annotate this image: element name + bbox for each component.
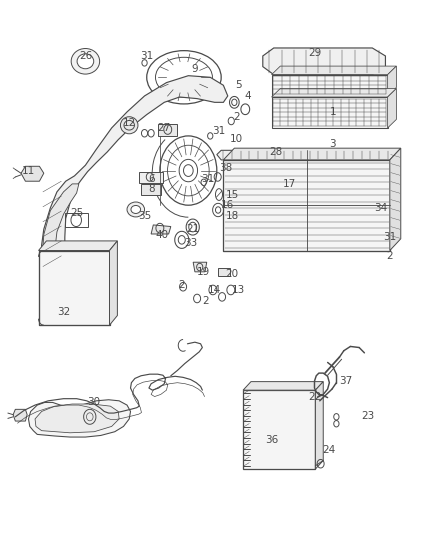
Text: 8: 8 <box>148 184 155 194</box>
Text: 23: 23 <box>361 411 374 421</box>
Text: 16: 16 <box>221 200 234 210</box>
Polygon shape <box>272 97 388 128</box>
Polygon shape <box>315 382 323 469</box>
Text: 34: 34 <box>374 203 388 213</box>
Text: 2: 2 <box>178 280 185 290</box>
Text: 15: 15 <box>226 190 239 199</box>
Ellipse shape <box>77 54 94 69</box>
Text: 21: 21 <box>186 224 199 234</box>
Polygon shape <box>141 184 161 195</box>
Polygon shape <box>223 160 390 251</box>
Text: 31: 31 <box>383 232 396 242</box>
Polygon shape <box>39 241 117 251</box>
Polygon shape <box>13 409 27 421</box>
Text: 33: 33 <box>184 238 197 247</box>
Text: 9: 9 <box>191 64 198 74</box>
Text: 17: 17 <box>283 179 296 189</box>
Ellipse shape <box>120 117 138 134</box>
Text: 18: 18 <box>226 211 239 221</box>
Text: 32: 32 <box>57 307 70 317</box>
Text: 5: 5 <box>235 80 242 90</box>
Text: 27: 27 <box>158 123 171 133</box>
Polygon shape <box>263 48 385 75</box>
Ellipse shape <box>71 49 99 74</box>
Polygon shape <box>28 400 131 437</box>
Polygon shape <box>151 225 171 234</box>
Text: 29: 29 <box>309 49 322 58</box>
Text: 31: 31 <box>140 51 153 61</box>
Polygon shape <box>388 88 396 128</box>
Text: 35: 35 <box>138 211 151 221</box>
Polygon shape <box>21 166 44 181</box>
Polygon shape <box>139 172 163 183</box>
Text: 24: 24 <box>322 446 335 455</box>
Polygon shape <box>42 184 79 276</box>
Polygon shape <box>193 262 207 272</box>
Polygon shape <box>272 66 396 75</box>
Text: 13: 13 <box>232 286 245 295</box>
Text: 36: 36 <box>265 435 278 445</box>
Text: 11: 11 <box>22 166 35 175</box>
Text: 2: 2 <box>233 112 240 122</box>
Text: 28: 28 <box>269 147 283 157</box>
Text: 6: 6 <box>148 174 155 183</box>
Polygon shape <box>217 150 394 160</box>
Polygon shape <box>390 148 401 251</box>
Text: 31: 31 <box>212 126 226 135</box>
Ellipse shape <box>131 205 141 213</box>
Text: 2: 2 <box>202 296 209 306</box>
Polygon shape <box>388 66 396 96</box>
Text: 10: 10 <box>230 134 243 143</box>
Polygon shape <box>223 148 401 160</box>
Polygon shape <box>272 88 396 97</box>
Polygon shape <box>218 268 230 276</box>
Polygon shape <box>158 124 177 136</box>
Text: 31: 31 <box>201 174 215 183</box>
Text: 12: 12 <box>123 118 136 127</box>
Text: 26: 26 <box>79 51 92 61</box>
Polygon shape <box>272 75 388 96</box>
Polygon shape <box>42 76 228 284</box>
Ellipse shape <box>127 202 145 217</box>
Text: 40: 40 <box>155 230 169 239</box>
Text: 3: 3 <box>329 139 336 149</box>
Text: 4: 4 <box>244 91 251 101</box>
Text: 14: 14 <box>208 286 221 295</box>
Text: 19: 19 <box>197 267 210 277</box>
Text: 30: 30 <box>88 398 101 407</box>
Text: 38: 38 <box>219 163 232 173</box>
Text: 2: 2 <box>386 251 393 261</box>
Text: 37: 37 <box>339 376 353 386</box>
Polygon shape <box>110 241 117 325</box>
Polygon shape <box>243 390 315 469</box>
Polygon shape <box>39 251 110 325</box>
Text: 20: 20 <box>226 270 239 279</box>
Text: 22: 22 <box>309 392 322 402</box>
Text: 25: 25 <box>70 208 83 218</box>
Polygon shape <box>243 382 323 390</box>
Text: 1: 1 <box>329 107 336 117</box>
Polygon shape <box>35 404 119 433</box>
